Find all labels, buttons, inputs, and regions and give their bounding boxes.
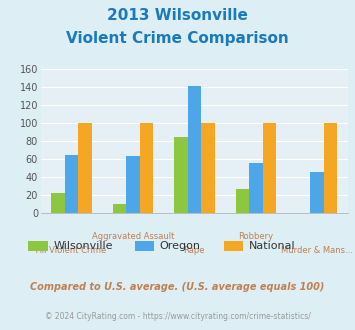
- Bar: [140, 123, 153, 213]
- Bar: [113, 204, 126, 213]
- Text: National: National: [248, 241, 295, 251]
- Text: Wilsonville: Wilsonville: [53, 241, 113, 251]
- Text: Murder & Mans...: Murder & Mans...: [281, 246, 353, 255]
- Bar: [310, 173, 324, 213]
- Text: 2013 Wilsonville: 2013 Wilsonville: [107, 8, 248, 23]
- Text: Oregon: Oregon: [160, 241, 201, 251]
- Text: Violent Crime Comparison: Violent Crime Comparison: [66, 31, 289, 46]
- Bar: [78, 123, 92, 213]
- Bar: [174, 137, 187, 213]
- Bar: [324, 123, 338, 213]
- Text: All Violent Crime: All Violent Crime: [37, 246, 106, 255]
- Bar: [65, 154, 78, 213]
- Bar: [201, 123, 215, 213]
- Bar: [249, 163, 263, 213]
- Text: Rape: Rape: [184, 246, 205, 255]
- Text: Compared to U.S. average. (U.S. average equals 100): Compared to U.S. average. (U.S. average …: [30, 282, 325, 292]
- Bar: [235, 189, 249, 213]
- Bar: [187, 86, 201, 213]
- Bar: [126, 156, 140, 213]
- Text: Robbery: Robbery: [238, 232, 273, 241]
- Text: Aggravated Assault: Aggravated Assault: [92, 232, 174, 241]
- Bar: [263, 123, 276, 213]
- Text: © 2024 CityRating.com - https://www.cityrating.com/crime-statistics/: © 2024 CityRating.com - https://www.city…: [45, 312, 310, 321]
- Bar: [51, 193, 65, 213]
